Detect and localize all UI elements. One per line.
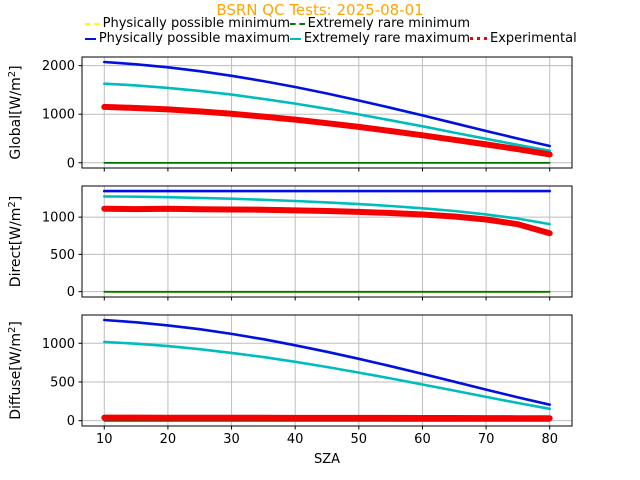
global-panel: 0 1000 2000 Global[W/m2] [7, 56, 573, 172]
direct-experimental-line [101, 205, 553, 237]
direct-frame [81, 185, 573, 298]
xtick-label: 10 [96, 432, 113, 447]
diffuse-er-max-line [103, 340, 551, 411]
xaxis-label: SZA [314, 452, 340, 467]
diffuse-ylabel: Diffuse[W/m2] [7, 321, 24, 420]
xtick-label: 30 [223, 432, 240, 447]
xtick-label: 40 [287, 432, 304, 447]
xtick-label: 80 [541, 432, 558, 447]
legend-label-experimental: Experimental [490, 31, 577, 46]
legend-item-er-min: Extremely rare minimum [290, 16, 470, 31]
legend-label-er-min: Extremely rare minimum [307, 16, 470, 31]
global-ytick-label: 0 [67, 156, 75, 171]
global-ytick-label: 1000 [42, 108, 75, 123]
diffuse-panel: 0 500 1000 10 20 30 40 50 60 70 80 Diffuse[W/m2] [7, 314, 573, 447]
direct-ytick-label: 0 [67, 285, 75, 300]
diffuse-pp-max-line [103, 318, 551, 406]
global-frame [81, 56, 573, 169]
direct-ytick-label: 1000 [42, 211, 75, 226]
pp-max-line-sample-icon [85, 37, 96, 40]
legend-item-experimental: Experimental [470, 31, 577, 46]
experimental-line-sample-icon [470, 37, 487, 40]
er-max-line-sample-icon [290, 37, 301, 40]
legend-label-er-max: Extremely rare maximum [303, 31, 470, 46]
xtick-label: 20 [160, 432, 177, 447]
figure-title: BSRN QC Tests: 2025-08-01 [216, 1, 424, 19]
er-min-line-sample-icon [290, 22, 305, 25]
diffuse-frame [81, 314, 573, 427]
legend-label-pp-min: Physically possible minimum [102, 16, 290, 31]
direct-ylabel: Direct[W/m2] [7, 196, 24, 287]
legend-item-pp-min: Physically possible minimum [85, 16, 290, 31]
legend-row-2: Physically possible maximum Extremely ra… [85, 31, 577, 46]
pp-min-line-sample-icon [85, 22, 100, 25]
direct-panel: 0 500 1000 Direct[W/m2] [7, 185, 573, 301]
legend-item-er-max: Extremely rare maximum [290, 31, 470, 46]
global-er-max-line [103, 82, 551, 153]
global-pp-max-line [103, 60, 551, 148]
diffuse-ytick-label: 500 [50, 375, 75, 390]
legend-label-pp-max: Physically possible maximum [98, 31, 290, 46]
direct-er-max-line [103, 195, 551, 226]
legend: Physically possible minimum Extremely ra… [85, 16, 577, 46]
global-ylabel: Global[W/m2] [7, 65, 24, 159]
global-ytick-label: 2000 [42, 59, 75, 74]
xtick-label: 50 [351, 432, 368, 447]
global-experimental-line [101, 103, 553, 158]
diffuse-experimental-line [101, 414, 553, 422]
legend-row-1: Physically possible minimum Extremely ra… [85, 16, 577, 31]
xtick-label: 60 [414, 432, 431, 447]
diffuse-ytick-label: 0 [67, 414, 75, 429]
xtick-label: 70 [478, 432, 495, 447]
legend-item-pp-max: Physically possible maximum [85, 31, 290, 46]
direct-ytick-label: 500 [50, 248, 75, 263]
diffuse-ytick-label: 1000 [42, 337, 75, 352]
